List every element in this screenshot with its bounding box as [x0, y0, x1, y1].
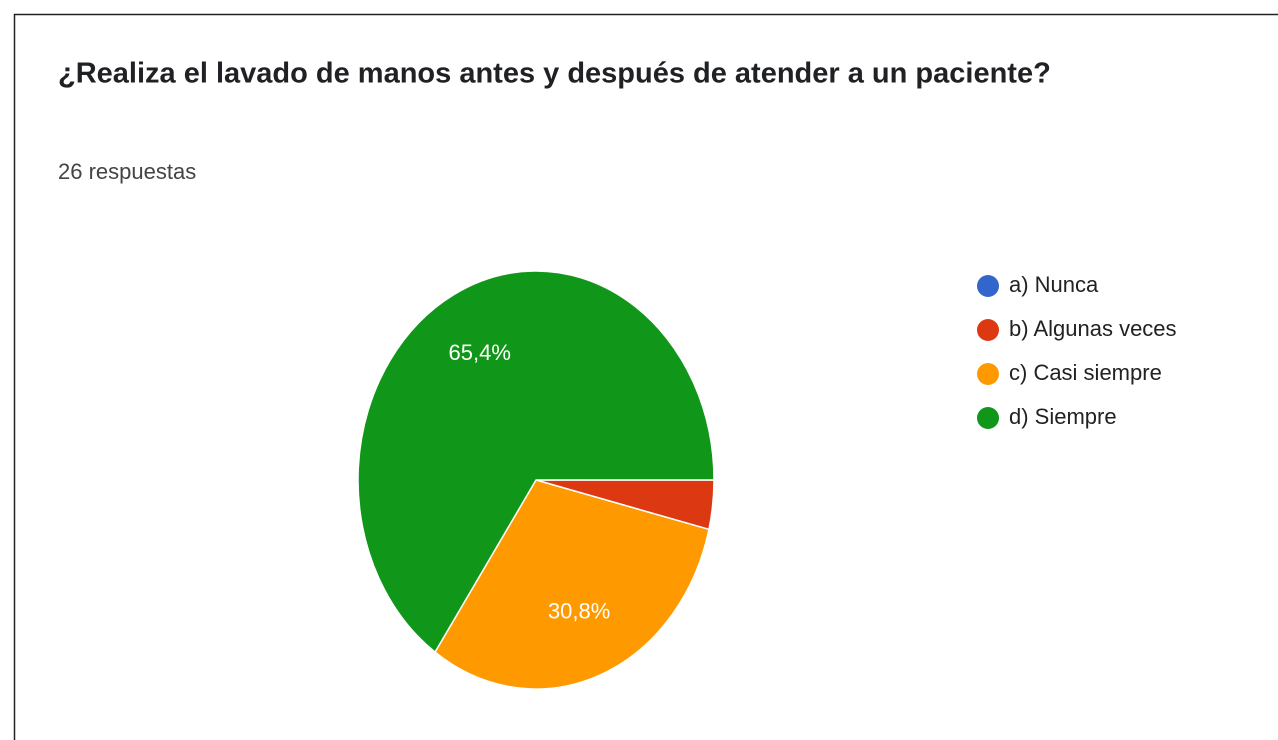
chart-subtitle: 26 respuestas	[58, 159, 196, 184]
legend-label: b) Algunas veces	[1009, 316, 1177, 341]
legend-label: d) Siempre	[1009, 404, 1117, 429]
slice-label: 65,4%	[449, 340, 511, 365]
legend-marker	[977, 363, 999, 385]
legend-label: a) Nunca	[1009, 272, 1099, 297]
legend-marker	[977, 319, 999, 341]
pie-slice	[434, 479, 710, 690]
legend-marker	[977, 407, 999, 429]
legend-label: c) Casi siempre	[1009, 360, 1162, 385]
chart-title: ¿Realiza el lavado de manos antes y desp…	[58, 58, 1051, 90]
legend-marker	[977, 275, 999, 297]
slice-label: 30,8%	[548, 599, 610, 624]
pie-slice	[357, 270, 715, 654]
